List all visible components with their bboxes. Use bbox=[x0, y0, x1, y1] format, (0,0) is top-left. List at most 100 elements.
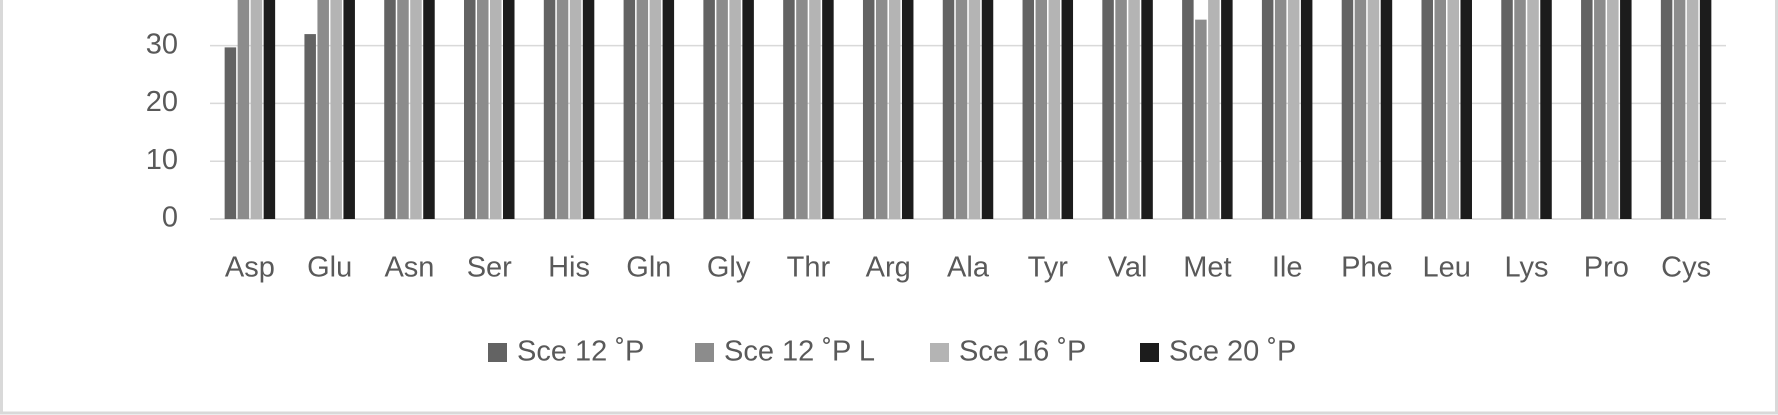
bar bbox=[263, 0, 276, 219]
grid bbox=[210, 44, 1726, 220]
bar bbox=[490, 0, 502, 219]
x-tick-label: Gln bbox=[626, 252, 671, 284]
x-tick-label: Thr bbox=[787, 252, 831, 284]
bar bbox=[582, 0, 595, 219]
bar bbox=[1261, 0, 1274, 219]
x-tick-label: Val bbox=[1108, 252, 1148, 284]
bar bbox=[1514, 0, 1526, 219]
bar bbox=[1460, 0, 1472, 219]
bar bbox=[1274, 0, 1287, 219]
bar bbox=[224, 47, 237, 219]
bar bbox=[942, 0, 955, 219]
bar bbox=[1048, 0, 1061, 219]
bar bbox=[796, 0, 808, 219]
bar bbox=[503, 0, 515, 219]
bar bbox=[1660, 0, 1673, 219]
y-tick-label: 20 bbox=[146, 86, 178, 118]
bar bbox=[1527, 0, 1539, 219]
bar bbox=[1195, 19, 1207, 219]
bar bbox=[623, 0, 636, 219]
x-tick-label: Ile bbox=[1272, 252, 1303, 284]
bar bbox=[1102, 0, 1114, 219]
bar bbox=[410, 0, 422, 219]
bar bbox=[1501, 0, 1513, 219]
bar bbox=[237, 0, 250, 219]
bar bbox=[1128, 0, 1140, 219]
legend-swatch bbox=[930, 343, 949, 362]
bar bbox=[423, 0, 435, 219]
bar bbox=[1367, 0, 1380, 219]
bar bbox=[1380, 0, 1393, 219]
x-tick-label: Glu bbox=[307, 252, 352, 284]
legend-label: Sce 12 ˚P bbox=[517, 336, 644, 368]
bar bbox=[1699, 0, 1712, 219]
x-tick-label: Asp bbox=[225, 252, 275, 284]
bar bbox=[888, 0, 901, 219]
x-tick-label: Arg bbox=[866, 252, 911, 284]
bar bbox=[397, 0, 409, 219]
x-tick-label: Phe bbox=[1341, 252, 1393, 284]
bar bbox=[822, 0, 834, 219]
bar bbox=[1035, 0, 1048, 219]
bar bbox=[875, 0, 888, 219]
bar bbox=[1421, 0, 1433, 219]
bar bbox=[662, 0, 675, 219]
bar bbox=[1341, 0, 1354, 219]
legend-label: Sce 16 ˚P bbox=[959, 336, 1086, 368]
bar bbox=[1061, 0, 1074, 219]
x-tick-label: Met bbox=[1183, 252, 1231, 284]
legend-swatch bbox=[695, 343, 714, 362]
bar bbox=[464, 0, 476, 219]
x-tick-label: Ala bbox=[947, 252, 990, 284]
bar bbox=[250, 0, 263, 219]
y-tick-label: 10 bbox=[146, 144, 178, 176]
bar bbox=[981, 0, 994, 219]
x-tick-label: Lys bbox=[1504, 252, 1548, 284]
bar bbox=[1607, 0, 1619, 219]
bar bbox=[783, 0, 795, 219]
bar bbox=[1594, 0, 1606, 219]
bar bbox=[1434, 0, 1446, 219]
x-tick-label: Pro bbox=[1584, 252, 1629, 284]
legend-swatch bbox=[488, 343, 507, 362]
bar bbox=[955, 0, 968, 219]
bar bbox=[636, 0, 649, 219]
legend-label: Sce 20 ˚P bbox=[1169, 336, 1296, 368]
bar bbox=[1208, 0, 1220, 219]
y-tick-label: 30 bbox=[146, 28, 178, 60]
bar bbox=[809, 0, 821, 219]
bar bbox=[1287, 0, 1300, 219]
bar bbox=[1686, 0, 1699, 219]
bar bbox=[1447, 0, 1459, 219]
bar bbox=[1354, 0, 1367, 219]
y-tick-label: 0 bbox=[162, 202, 178, 234]
bar bbox=[543, 0, 556, 219]
bar bbox=[1581, 0, 1593, 219]
bar bbox=[649, 0, 662, 219]
bar bbox=[1115, 0, 1127, 219]
legend-swatch bbox=[1140, 343, 1159, 362]
bar bbox=[1540, 0, 1552, 219]
bar bbox=[1221, 0, 1233, 219]
bar bbox=[862, 0, 875, 219]
bar bbox=[343, 0, 355, 219]
x-tick-label: Tyr bbox=[1028, 252, 1069, 284]
bar bbox=[1022, 0, 1035, 219]
bar bbox=[742, 0, 754, 219]
bar bbox=[1300, 0, 1313, 219]
bar bbox=[317, 0, 329, 219]
x-tick-label: His bbox=[548, 252, 590, 284]
bar bbox=[477, 0, 489, 219]
bar bbox=[569, 0, 582, 219]
bar bbox=[1620, 0, 1632, 219]
x-tick-label: Gly bbox=[707, 252, 751, 284]
bar bbox=[1673, 0, 1686, 219]
bar bbox=[384, 0, 396, 219]
bar bbox=[330, 0, 342, 219]
x-tick-label: Cys bbox=[1661, 252, 1711, 284]
bar bbox=[703, 0, 715, 219]
bar bbox=[716, 0, 728, 219]
bar bbox=[1182, 0, 1194, 219]
bar bbox=[968, 0, 981, 219]
